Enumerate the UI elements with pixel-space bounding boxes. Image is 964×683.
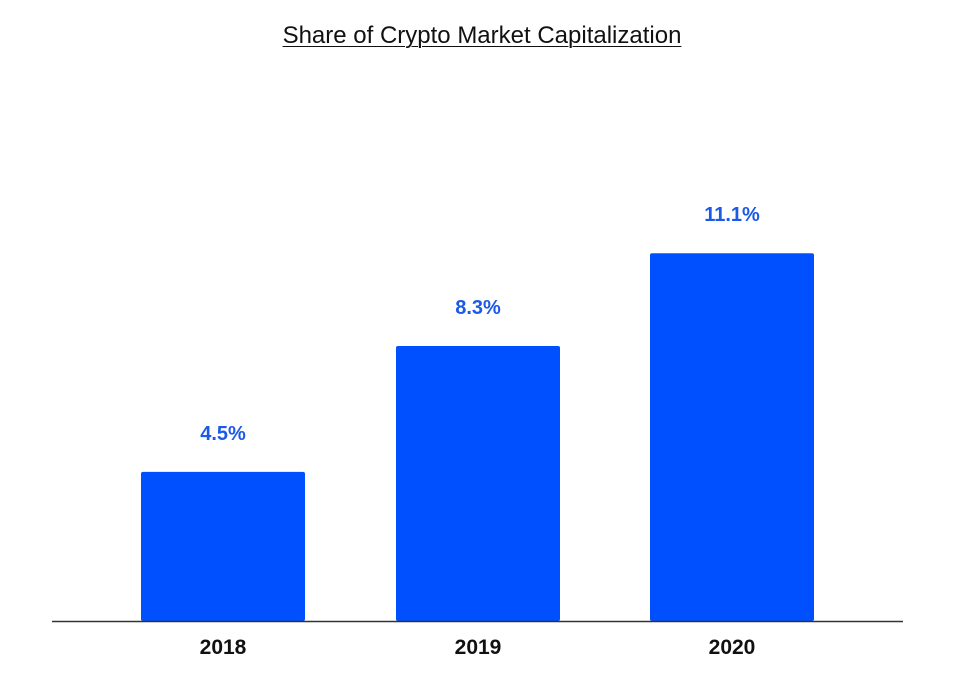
bar-2019 — [396, 345, 560, 621]
data-label-2020: 11.1% — [704, 204, 760, 226]
bar-2020 — [650, 253, 814, 622]
x-tick-label-2018: 2018 — [200, 636, 247, 659]
x-tick-label-2020: 2020 — [709, 636, 756, 659]
x-tick-label-2019: 2019 — [455, 636, 502, 659]
data-label-2018: 4.5% — [200, 423, 246, 445]
data-label-2019: 8.3% — [455, 297, 501, 319]
chart-title: Share of Crypto Market Capitalization — [282, 22, 682, 49]
bar-2018 — [141, 471, 305, 621]
